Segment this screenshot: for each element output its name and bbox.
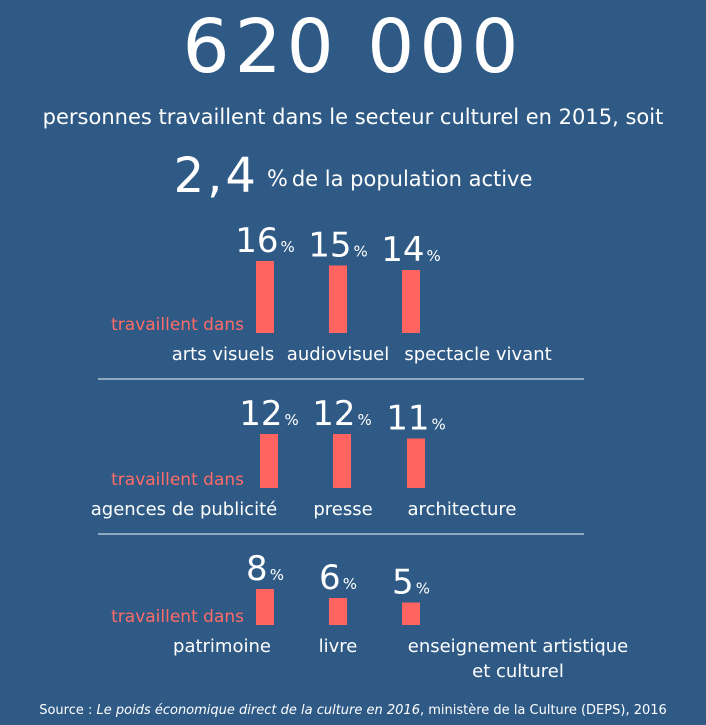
- row-label: travaillent dans: [111, 315, 244, 335]
- bar: [329, 598, 347, 625]
- bar: [329, 265, 347, 333]
- source-title: Le poids économique direct de la culture…: [96, 703, 420, 718]
- bar: [402, 270, 420, 333]
- share-value: 2,4: [173, 148, 259, 204]
- source-note: Source : Le poids économique direct de l…: [0, 703, 706, 718]
- total-workers-figure: 620 000: [182, 4, 524, 90]
- category-label: patrimoine: [173, 636, 271, 657]
- category-label: enseignement artistique: [408, 636, 628, 657]
- bar: [256, 589, 274, 625]
- category-label: livre: [319, 636, 358, 657]
- category-label: audiovisuel: [287, 344, 389, 365]
- row-label: travaillent dans: [111, 607, 244, 627]
- category-label: architecture: [408, 499, 517, 520]
- bar-value-label: 14%: [381, 230, 441, 270]
- subtitle: personnes travaillent dans le secteur cu…: [42, 105, 664, 129]
- category-label: spectacle vivant: [404, 344, 551, 365]
- bar-value-label: 12%: [239, 394, 299, 434]
- bar: [407, 438, 425, 488]
- bar-value-label: 15%: [308, 226, 368, 266]
- bar-value-label: 16%: [235, 221, 295, 261]
- bar: [260, 434, 278, 488]
- bar: [333, 434, 351, 488]
- row-label: travaillent dans: [111, 470, 244, 490]
- bar-value-label: 5%: [392, 563, 430, 603]
- category-label: arts visuels: [172, 344, 274, 365]
- bar-value-label: 8%: [246, 549, 284, 589]
- share-unit: %: [266, 167, 288, 192]
- share-line: 2,4% de la population active: [0, 148, 706, 204]
- bar-value-label: 6%: [319, 558, 357, 598]
- bar: [256, 261, 274, 333]
- share-text: de la population active: [291, 167, 533, 191]
- bar: [402, 602, 420, 625]
- category-label: et culturel: [472, 661, 564, 682]
- source-prefix: Source :: [39, 703, 97, 718]
- source-suffix: , ministère de la Culture (DEPS), 2016: [419, 703, 667, 718]
- category-label: agences de publicité: [91, 499, 278, 520]
- category-label: presse: [313, 499, 372, 520]
- bar-value-label: 12%: [312, 394, 372, 434]
- bar-value-label: 11%: [386, 399, 446, 439]
